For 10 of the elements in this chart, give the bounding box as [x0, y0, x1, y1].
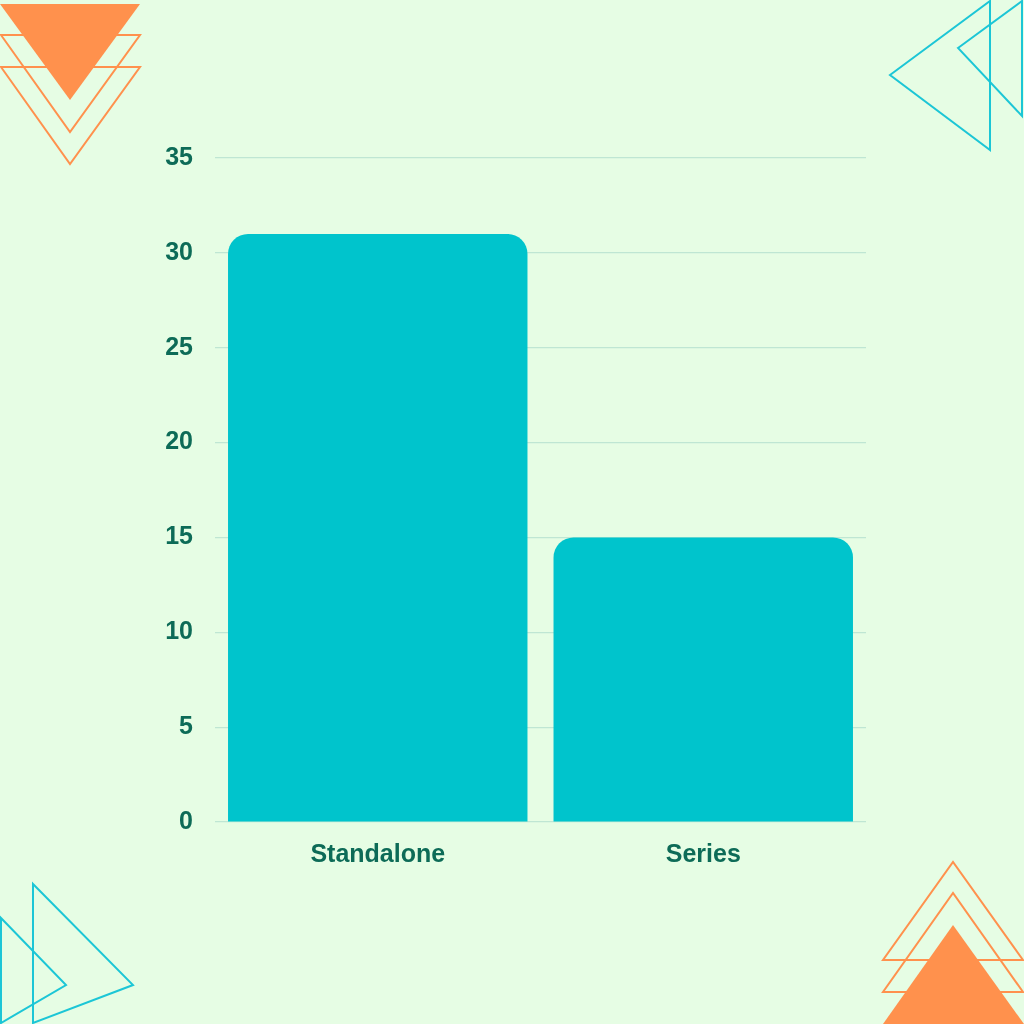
- y-tick-label: 35: [165, 141, 194, 170]
- y-tick-label: 20: [165, 426, 193, 455]
- y-tick-label: 5: [179, 711, 194, 740]
- x-tick-label: Standalone: [310, 838, 446, 867]
- y-tick-label: 0: [179, 805, 193, 834]
- y-tick-label: 30: [165, 236, 193, 265]
- y-tick-label: 15: [165, 521, 194, 550]
- x-tick-label: Series: [665, 838, 741, 867]
- y-tick-label: 25: [165, 331, 194, 360]
- y-tick-label: 10: [165, 616, 193, 645]
